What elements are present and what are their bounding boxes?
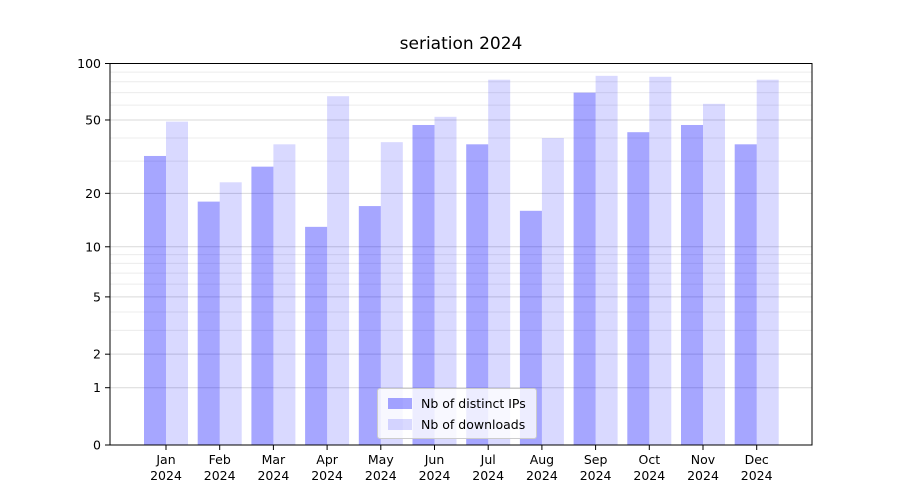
legend-swatch-downloads-icon — [388, 418, 412, 430]
bar-downloads-jan — [166, 121, 188, 446]
bar-distinct-ips-dec — [734, 144, 757, 446]
x-tick-label-month: Apr — [316, 452, 338, 467]
legend-label-downloads: Nb of downloads — [421, 416, 526, 432]
chart-title: seriation 2024 — [399, 34, 523, 54]
x-tick-label-month: Jan — [155, 452, 175, 467]
x-tick-label-year: 2024 — [365, 468, 397, 483]
bar-distinct-ips-nov — [681, 124, 703, 446]
x-tick-label-month: Sep — [584, 452, 608, 467]
legend-swatch-distinct-ips-icon — [388, 397, 412, 409]
x-tick-label-year: 2024 — [150, 468, 182, 483]
y-tick-label: 100 — [77, 56, 101, 71]
bar-distinct-ips-mar — [251, 166, 274, 445]
axes-frame — [109, 63, 813, 446]
y-tick-label: 5 — [93, 289, 101, 304]
legend-item-distinct-ips: Nb of distinct IPs — [388, 395, 526, 411]
bar-distinct-ips-sep — [573, 92, 596, 445]
bar-downloads-feb — [219, 182, 242, 445]
y-tick-label: 0 — [93, 438, 101, 453]
x-tick-label-month: May — [368, 452, 394, 467]
bar-downloads-aug — [541, 138, 564, 445]
bar-downloads-nov — [703, 103, 725, 445]
y-tick-label: 50 — [85, 112, 101, 127]
bar-downloads-may — [380, 142, 403, 446]
x-tick-label-month: Mar — [262, 452, 286, 467]
x-tick-label-month: Aug — [530, 452, 554, 467]
chart-legend: Nb of distinct IPs Nb of downloads — [377, 388, 537, 439]
bar-distinct-ips-jul — [466, 144, 489, 446]
x-tick-label-month: Dec — [745, 452, 769, 467]
x-tick-label-year: 2024 — [472, 468, 504, 483]
legend-item-downloads: Nb of downloads — [388, 416, 526, 432]
y-tick-label: 1 — [93, 380, 101, 395]
bar-distinct-ips-may — [358, 206, 381, 445]
x-tick-label-year: 2024 — [257, 468, 289, 483]
x-tick-label-month: Oct — [638, 452, 660, 467]
bar-distinct-ips-jun — [412, 124, 435, 446]
x-tick-label-year: 2024 — [687, 468, 719, 483]
y-tick-label: 10 — [85, 239, 101, 254]
x-tick-label-year: 2024 — [526, 468, 558, 483]
legend-label-distinct-ips: Nb of distinct IPs — [421, 395, 526, 411]
y-tick-label: 2 — [93, 347, 101, 362]
bar-downloads-dec — [756, 79, 779, 445]
x-tick-label-month: Jun — [424, 452, 445, 467]
bar-downloads-oct — [649, 76, 672, 445]
bar-distinct-ips-apr — [305, 226, 328, 445]
x-tick-label-year: 2024 — [204, 468, 236, 483]
x-tick-label-year: 2024 — [311, 468, 343, 483]
bar-downloads-jul — [488, 79, 511, 445]
bar-downloads-jun — [434, 116, 457, 446]
bar-distinct-ips-aug — [519, 210, 542, 445]
x-tick-label-year: 2024 — [633, 468, 665, 483]
x-tick-label-month: Jul — [480, 452, 496, 467]
bar-downloads-sep — [595, 75, 618, 445]
bar-downloads-apr — [327, 96, 350, 445]
x-tick-label-year: 2024 — [580, 468, 612, 483]
bar-downloads-mar — [273, 144, 296, 446]
x-tick-label-month: Nov — [691, 452, 716, 467]
bar-distinct-ips-jan — [144, 155, 166, 446]
x-tick-label-year: 2024 — [741, 468, 773, 483]
y-tick-label: 20 — [85, 186, 101, 201]
x-tick-label-month: Feb — [209, 452, 231, 467]
bar-distinct-ips-oct — [627, 132, 650, 445]
bar-distinct-ips-feb — [197, 201, 220, 445]
x-tick-label-year: 2024 — [419, 468, 451, 483]
